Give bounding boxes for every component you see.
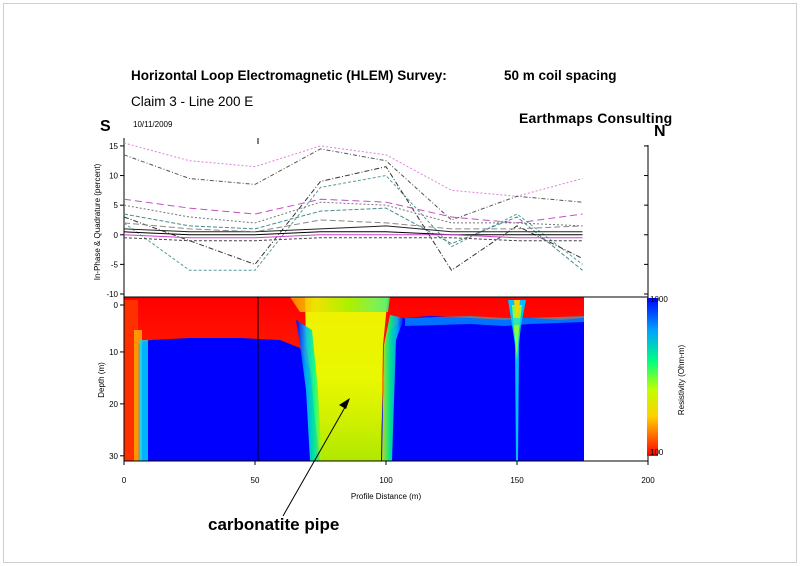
upper-y-tick-label: -5: [111, 260, 119, 269]
lower-y-label: Depth (m): [97, 362, 106, 398]
profile-series-2: [123, 148, 583, 221]
x-axis-label: Profile Distance (m): [351, 492, 422, 501]
upper-y-tick-label: 15: [109, 142, 118, 151]
x-tick-label: 150: [510, 476, 524, 485]
profile-series-6: [123, 201, 583, 227]
profile-series-11: [123, 237, 583, 242]
profile-series-8: [123, 225, 583, 233]
heatmap-empty-region: [584, 297, 648, 461]
colorbar-max-label: 1000: [650, 295, 668, 304]
x-tick-label: 100: [379, 476, 393, 485]
colorbar-gradient: [647, 298, 658, 456]
direction-south: S: [100, 118, 111, 135]
upper-y-label: In-Phase & Quadrature (percent): [93, 163, 102, 280]
lower-y-tick-label: 10: [109, 348, 118, 357]
company-name: Earthmaps Consulting: [519, 110, 673, 126]
profile-series-7: [123, 207, 583, 271]
upper-y-tick-label: 5: [114, 201, 119, 210]
x-tick-label: 200: [641, 476, 655, 485]
profile-series-10: [123, 234, 583, 239]
profile-series-4: [123, 166, 583, 272]
profile-series-5: [123, 198, 583, 224]
colorbar-label: Resistivity (Ohm-m): [677, 345, 686, 416]
direction-north: N: [654, 123, 666, 140]
coil-spacing-label: 50 m coil spacing: [504, 68, 617, 83]
resistivity-heatmap: [124, 297, 584, 461]
profile-series-3: [123, 174, 583, 271]
figure-frame: [3, 3, 797, 563]
survey-date: 10/11/2009: [133, 120, 173, 129]
profile-series-12: [123, 219, 583, 233]
profile-series-1: [123, 142, 583, 197]
upper-y-tick-label: 0: [114, 231, 119, 240]
colorbar: 1000 100 Resistivity (Ohm-m): [647, 295, 686, 457]
colorbar-min-label: 100: [650, 448, 664, 457]
lower-y-tick-label: 30: [109, 452, 118, 461]
upper-y-tick-label: 10: [109, 172, 118, 181]
upper-y-tick-label: -10: [106, 290, 118, 299]
annotation-arrow: [282, 398, 350, 517]
chart-subtitle: Claim 3 - Line 200 E: [131, 94, 254, 109]
x-tick-label: 50: [251, 476, 260, 485]
lower-y-tick-label: 0: [114, 301, 119, 310]
lower-y-tick-label: 20: [109, 400, 118, 409]
profile-series-9: [123, 231, 583, 236]
chart-title: Horizontal Loop Electromagnetic (HLEM) S…: [131, 68, 447, 83]
x-tick-label: 0: [122, 476, 127, 485]
annotation-label: carbonatite pipe: [208, 515, 340, 534]
